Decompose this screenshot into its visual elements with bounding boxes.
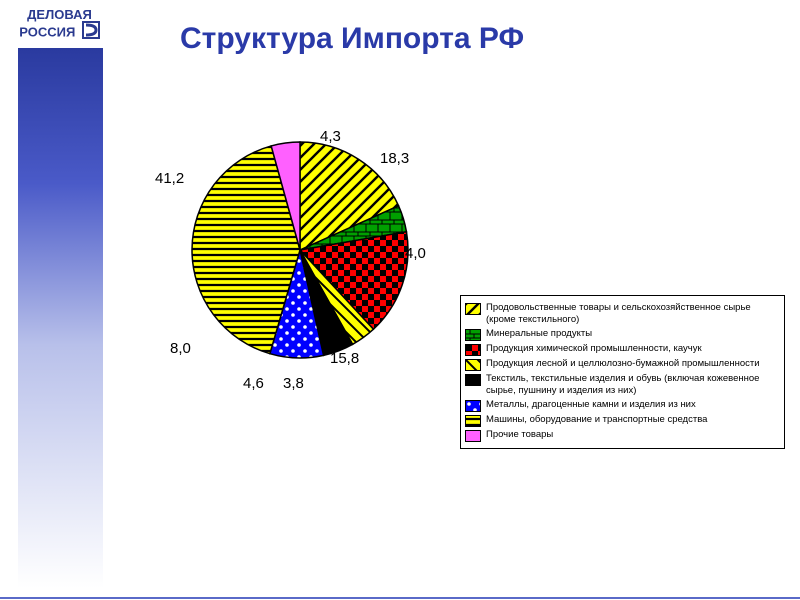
legend-text-7: Прочие товары <box>486 429 780 441</box>
legend-swatch-4 <box>465 374 481 386</box>
pie-label-6: 41,2 <box>155 170 184 187</box>
legend-text-6: Машины, оборудование и транспортные сред… <box>486 414 780 426</box>
legend-swatch-7 <box>465 430 481 442</box>
bottom-line <box>0 597 800 599</box>
legend-text-0: Продовольственные товары и сельскохозяйс… <box>486 302 780 326</box>
legend-swatch-3 <box>465 359 481 371</box>
page-title: Структура Импорта РФ <box>180 22 524 56</box>
legend-swatch-1 <box>465 329 481 341</box>
legend-text-1: Минеральные продукты <box>486 328 780 340</box>
legend-swatch-2 <box>465 344 481 356</box>
legend-text-5: Металлы, драгоценные камни и изделия из … <box>486 399 780 411</box>
legend-item-0: Продовольственные товары и сельскохозяйс… <box>465 302 780 326</box>
legend-text-4: Текстиль, текстильные изделия и обувь (в… <box>486 373 780 397</box>
legend-text-2: Продукция химической промышленности, кау… <box>486 343 780 355</box>
pie-label-1: 4,0 <box>405 245 426 262</box>
legend-item-5: Металлы, драгоценные камни и изделия из … <box>465 399 780 412</box>
logo-line2: РОССИЯ <box>19 25 75 40</box>
legend-swatch-0 <box>465 303 481 315</box>
legend-swatch-5 <box>465 400 481 412</box>
legend-item-3: Продукция лесной и целлюлозно-бумажной п… <box>465 358 780 371</box>
legend-item-1: Минеральные продукты <box>465 328 780 341</box>
legend-item-7: Прочие товары <box>465 429 780 442</box>
logo: ДЕЛОВАЯ РОССИЯ <box>12 8 107 44</box>
pie-label-5: 8,0 <box>170 340 191 357</box>
legend: Продовольственные товары и сельскохозяйс… <box>460 295 785 449</box>
logo-icon <box>82 21 100 44</box>
pie-label-2: 15,8 <box>330 350 359 367</box>
pie-label-7: 4,3 <box>320 128 341 145</box>
pie-label-0: 18,3 <box>380 150 409 167</box>
legend-item-6: Машины, оборудование и транспортные сред… <box>465 414 780 427</box>
legend-item-4: Текстиль, текстильные изделия и обувь (в… <box>465 373 780 397</box>
pie-label-3: 3,8 <box>283 375 304 392</box>
sidebar-gradient <box>18 48 103 588</box>
legend-text-3: Продукция лесной и целлюлозно-бумажной п… <box>486 358 780 370</box>
pie-label-4: 4,6 <box>243 375 264 392</box>
legend-item-2: Продукция химической промышленности, кау… <box>465 343 780 356</box>
legend-swatch-6 <box>465 415 481 427</box>
logo-line1: ДЕЛОВАЯ <box>12 8 107 21</box>
